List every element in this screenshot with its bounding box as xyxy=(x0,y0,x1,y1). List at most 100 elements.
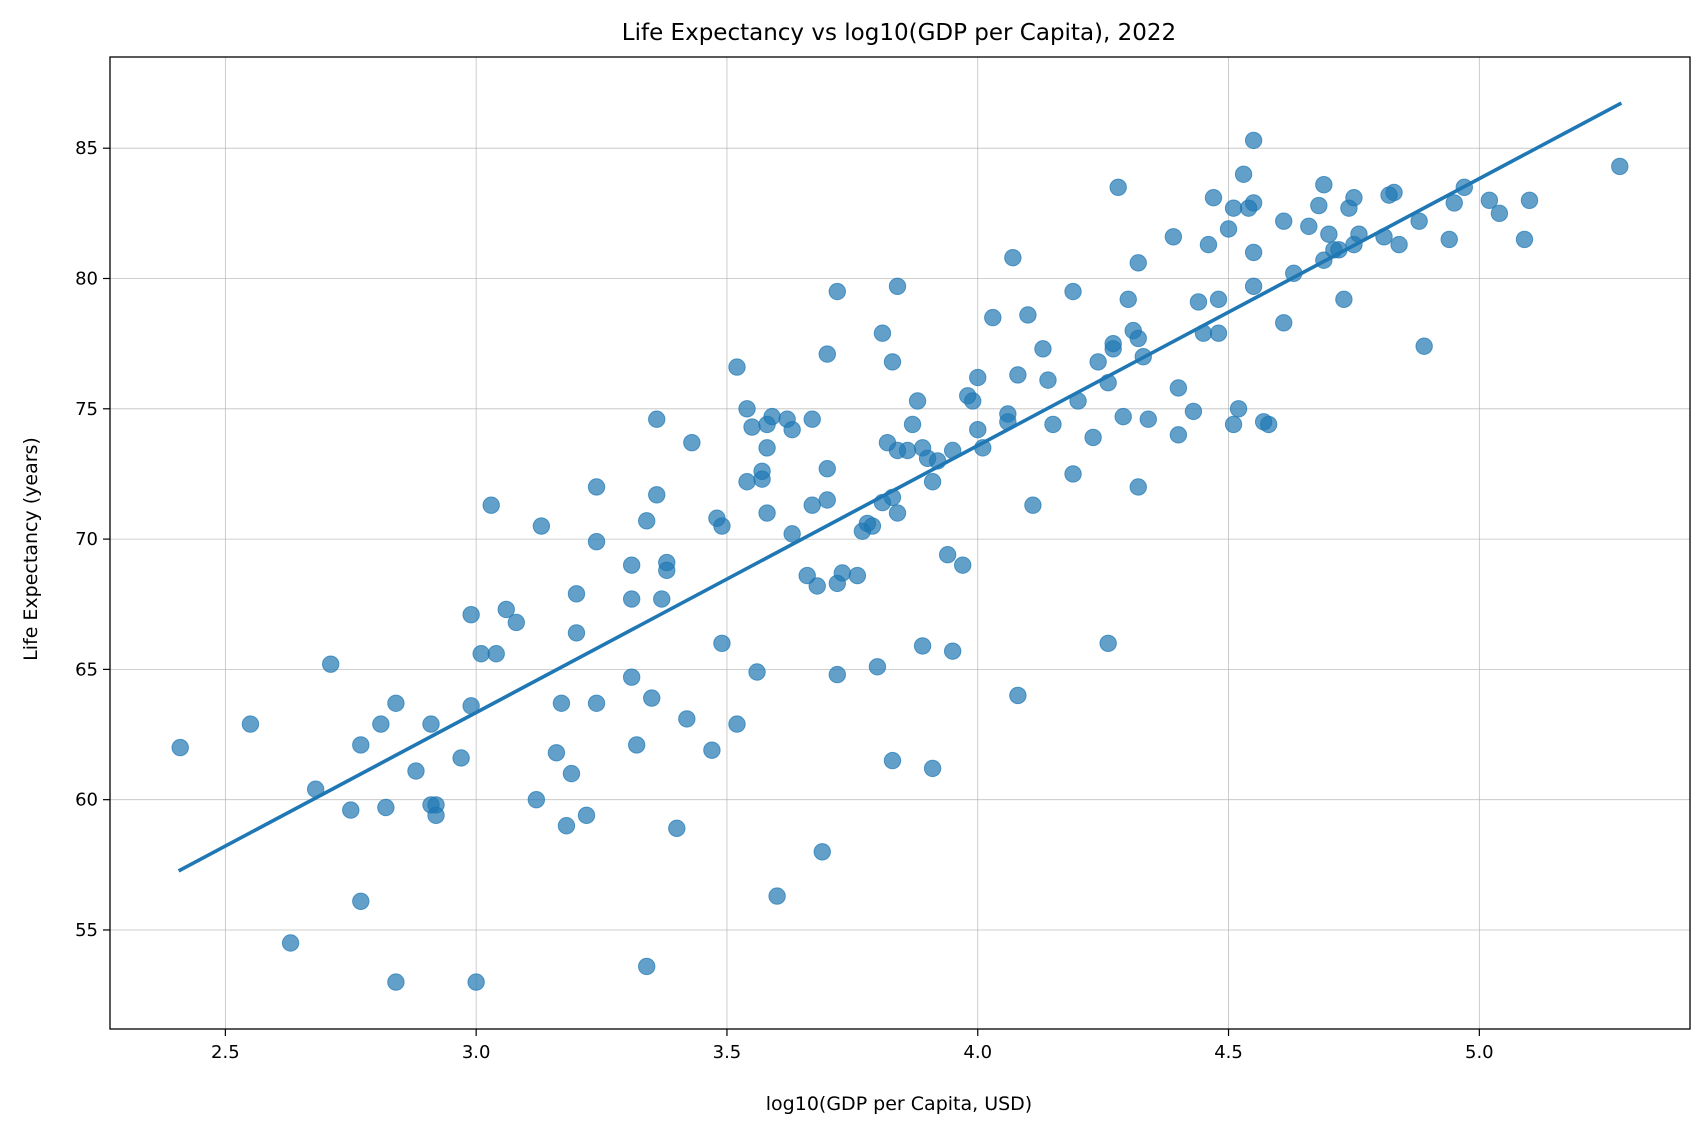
data-point xyxy=(653,590,671,608)
data-point xyxy=(577,806,596,825)
data-point xyxy=(818,460,836,478)
data-point xyxy=(964,392,982,410)
data-point xyxy=(1335,290,1353,309)
data-point xyxy=(703,741,721,759)
data-point xyxy=(1024,496,1042,514)
data-point xyxy=(648,410,666,428)
data-point xyxy=(1410,212,1428,230)
grid-lines xyxy=(110,57,1690,1029)
y-tick-label: 65 xyxy=(75,659,98,680)
data-point xyxy=(1209,324,1228,342)
data-point xyxy=(913,637,932,655)
data-point xyxy=(848,566,867,585)
data-point xyxy=(898,441,917,460)
data-point xyxy=(1184,402,1203,421)
y-tick-label: 70 xyxy=(75,529,98,550)
x-axis-ticks: 2.5 3.0 3.5 4.0 4.5 5.0 xyxy=(211,1029,1494,1063)
data-point xyxy=(422,715,440,733)
data-point xyxy=(462,605,480,624)
data-point xyxy=(668,819,686,838)
data-point xyxy=(753,462,771,481)
x-tick-label: 5.0 xyxy=(1465,1042,1494,1063)
data-point xyxy=(1390,235,1408,254)
data-point xyxy=(497,600,515,619)
data-point xyxy=(1129,329,1147,348)
x-tick-label: 3.0 xyxy=(462,1042,491,1063)
data-point xyxy=(527,790,546,809)
data-point xyxy=(953,556,972,574)
data-point xyxy=(1310,196,1328,215)
data-point xyxy=(1244,194,1263,212)
data-point xyxy=(883,353,902,371)
data-point xyxy=(1089,353,1107,371)
y-tick-label: 75 xyxy=(75,399,98,420)
data-point xyxy=(969,368,987,387)
data-point xyxy=(1219,220,1238,238)
data-point xyxy=(507,613,525,632)
data-point xyxy=(883,751,902,770)
data-point xyxy=(1189,293,1208,311)
data-point xyxy=(783,420,801,439)
data-point xyxy=(1224,199,1243,217)
data-point xyxy=(587,532,606,551)
data-point xyxy=(1139,410,1157,428)
data-point xyxy=(622,556,641,574)
data-point xyxy=(984,308,1002,327)
data-point xyxy=(567,624,586,642)
data-point xyxy=(1229,400,1248,418)
data-point xyxy=(627,736,646,754)
data-point xyxy=(828,665,847,684)
data-point xyxy=(1515,230,1534,249)
data-point xyxy=(658,561,676,580)
data-point xyxy=(557,817,576,835)
data-point xyxy=(1169,426,1188,444)
data-point xyxy=(1019,306,1037,324)
data-point xyxy=(868,658,887,676)
data-point xyxy=(637,957,656,976)
data-point xyxy=(1244,243,1263,262)
data-point xyxy=(1345,189,1363,207)
data-point xyxy=(352,736,370,754)
data-point xyxy=(342,801,360,819)
data-point xyxy=(763,407,781,426)
data-point xyxy=(1234,165,1253,183)
data-point xyxy=(1009,366,1027,384)
data-point xyxy=(768,887,786,905)
y-axis-ticks: 55 60 65 70 75 80 85 xyxy=(75,138,110,941)
data-point xyxy=(1169,379,1188,397)
x-tick-label: 4.5 xyxy=(1214,1042,1243,1063)
data-point xyxy=(1480,191,1499,210)
x-tick-label: 2.5 xyxy=(211,1042,240,1063)
y-tick-label: 60 xyxy=(75,790,98,811)
data-point xyxy=(1244,277,1263,296)
data-point xyxy=(903,415,922,434)
data-point xyxy=(803,410,821,428)
data-point xyxy=(818,491,836,509)
regression-line xyxy=(177,101,1623,873)
data-point xyxy=(387,973,405,991)
data-point xyxy=(1300,217,1318,236)
data-point xyxy=(321,655,340,673)
data-point xyxy=(683,433,701,452)
data-point xyxy=(281,934,300,952)
data-point xyxy=(1224,415,1243,434)
data-point xyxy=(1490,204,1509,223)
data-point xyxy=(622,590,641,608)
data-point xyxy=(1064,282,1082,301)
data-point xyxy=(833,564,852,582)
data-point xyxy=(808,577,826,595)
plot-frame xyxy=(109,56,1691,1030)
data-point xyxy=(783,525,801,543)
data-point xyxy=(1084,428,1102,447)
data-point xyxy=(1164,228,1183,246)
chart-title: Life Expectancy vs log10(GDP per Capita)… xyxy=(622,20,1176,46)
data-point xyxy=(1009,686,1027,705)
data-point xyxy=(372,715,390,733)
data-point xyxy=(1044,415,1062,434)
data-point xyxy=(1104,340,1122,358)
data-point xyxy=(1114,407,1132,426)
data-point xyxy=(969,420,987,439)
data-point xyxy=(803,496,821,514)
data-point xyxy=(748,663,766,681)
